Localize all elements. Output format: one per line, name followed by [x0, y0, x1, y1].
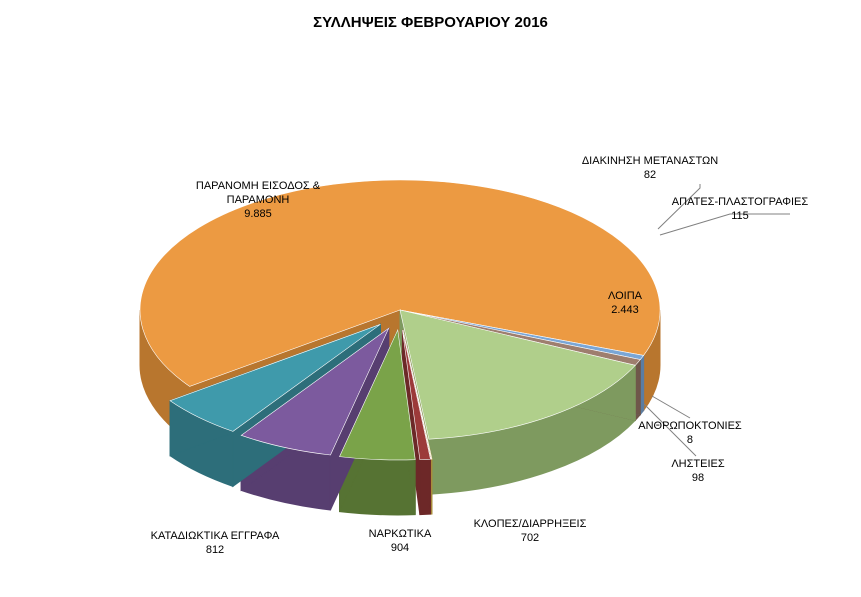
slice-value: 98: [671, 472, 724, 486]
slice-label-8: ΚΑΤΑΔΙΩΚΤΙΚΑ ΕΓΓΡΑΦΑ 812: [151, 530, 280, 558]
slice-name: ΚΛΟΠΕΣ/ΔΙΑΡΡΗΞΕΙΣ: [474, 518, 587, 532]
slice-label-3: ΛΟΙΠΑ 2.443: [608, 290, 642, 318]
slice-name: ΛΟΙΠΑ: [608, 290, 642, 304]
slice-name: ΑΠΑΤΕΣ-ΠΛΑΣΤΟΓΡΑΦΙΕΣ: [672, 196, 808, 210]
slice-label-2: ΑΠΑΤΕΣ-ΠΛΑΣΤΟΓΡΑΦΙΕΣ 115: [672, 196, 808, 224]
slice-label-5: ΛΗΣΤΕΙΕΣ 98: [671, 458, 724, 486]
slice-value: 702: [474, 532, 587, 546]
slice-value: 115: [672, 210, 808, 224]
slice-value: 812: [151, 544, 280, 558]
slice-label-1: ΔΙΑΚΙΝΗΣΗ ΜΕΤΑΝΑΣΤΩΝ 82: [582, 155, 718, 183]
slice-name: ΔΙΑΚΙΝΗΣΗ ΜΕΤΑΝΑΣΤΩΝ: [582, 155, 718, 169]
slice-name: ΛΗΣΤΕΙΕΣ: [671, 458, 724, 472]
slice-value: 9.885: [196, 208, 320, 222]
slice-value: 2.443: [608, 304, 642, 318]
pie-chart: [0, 0, 861, 597]
slice-name: ΑΝΘΡΩΠΟΚΤΟΝΙΕΣ: [638, 420, 741, 434]
slice-label-6: ΚΛΟΠΕΣ/ΔΙΑΡΡΗΞΕΙΣ 702: [474, 518, 587, 546]
slice-label-0: ΠΑΡΑΝΟΜΗ ΕΙΣΟΔΟΣ & ΠΑΡΑΜΟΝΗ 9.885: [196, 180, 320, 221]
chart-container: { "chart": { "type": "pie-3d-exploded", …: [0, 0, 861, 597]
slice-name-line2: ΠΑΡΑΜΟΝΗ: [196, 194, 320, 208]
slice-name: ΚΑΤΑΔΙΩΚΤΙΚΑ ΕΓΓΡΑΦΑ: [151, 530, 280, 544]
slice-label-4: ΑΝΘΡΩΠΟΚΤΟΝΙΕΣ 8: [638, 420, 741, 448]
slice-value: 904: [369, 542, 432, 556]
slice-name: ΝΑΡΚΩΤΙΚΑ: [369, 528, 432, 542]
slice-label-7: ΝΑΡΚΩΤΙΚΑ 904: [369, 528, 432, 556]
slice-value: 82: [582, 169, 718, 183]
slice-value: 8: [638, 434, 741, 448]
slice-name: ΠΑΡΑΝΟΜΗ ΕΙΣΟΔΟΣ &: [196, 180, 320, 194]
